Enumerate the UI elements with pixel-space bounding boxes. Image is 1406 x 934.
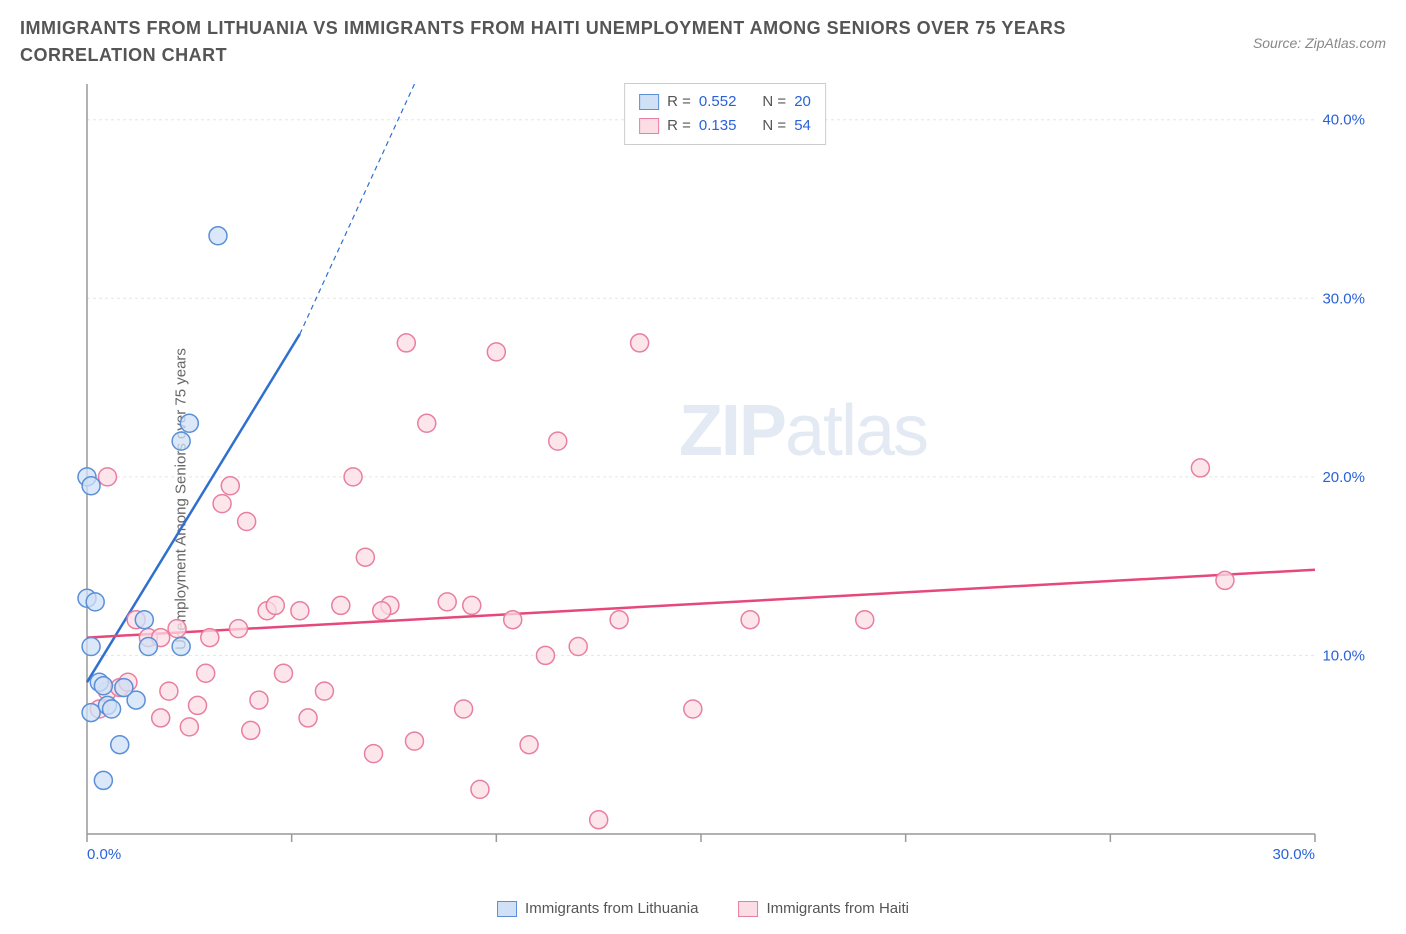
swatch-haiti xyxy=(639,118,659,134)
source-label: Source: ZipAtlas.com xyxy=(1253,35,1386,51)
svg-text:10.0%: 10.0% xyxy=(1322,647,1365,664)
swatch-lithuania xyxy=(639,94,659,110)
legend-label-lithuania: Immigrants from Lithuania xyxy=(525,900,698,917)
legend-item-lithuania: Immigrants from Lithuania xyxy=(497,900,698,917)
svg-text:30.0%: 30.0% xyxy=(1322,290,1365,307)
swatch-lithuania-icon xyxy=(497,901,517,917)
svg-text:30.0%: 30.0% xyxy=(1272,846,1315,863)
legend-row-lithuania: R = 0.552 N = 20 xyxy=(639,90,811,114)
legend-item-haiti: Immigrants from Haiti xyxy=(738,900,909,917)
scatter-chart: 10.0% 20.0% 30.0% 40.0% 0.0% 30.0% xyxy=(75,79,1375,879)
series-legend: Immigrants from Lithuania Immigrants fro… xyxy=(497,900,909,917)
legend-label-haiti: Immigrants from Haiti xyxy=(766,900,909,917)
stats-legend: R = 0.552 N = 20 R = 0.135 N = 54 xyxy=(624,83,826,145)
plot-area: ZIPatlas R = 0.552 N = 20 R = 0.135 N = … xyxy=(75,79,1375,879)
svg-text:20.0%: 20.0% xyxy=(1322,469,1365,486)
chart-container: Unemployment Among Seniors over 75 years… xyxy=(20,79,1386,919)
chart-title: IMMIGRANTS FROM LITHUANIA VS IMMIGRANTS … xyxy=(20,15,1170,69)
legend-row-haiti: R = 0.135 N = 54 xyxy=(639,114,811,138)
svg-text:0.0%: 0.0% xyxy=(87,846,121,863)
svg-text:40.0%: 40.0% xyxy=(1322,112,1365,129)
swatch-haiti-icon xyxy=(738,901,758,917)
